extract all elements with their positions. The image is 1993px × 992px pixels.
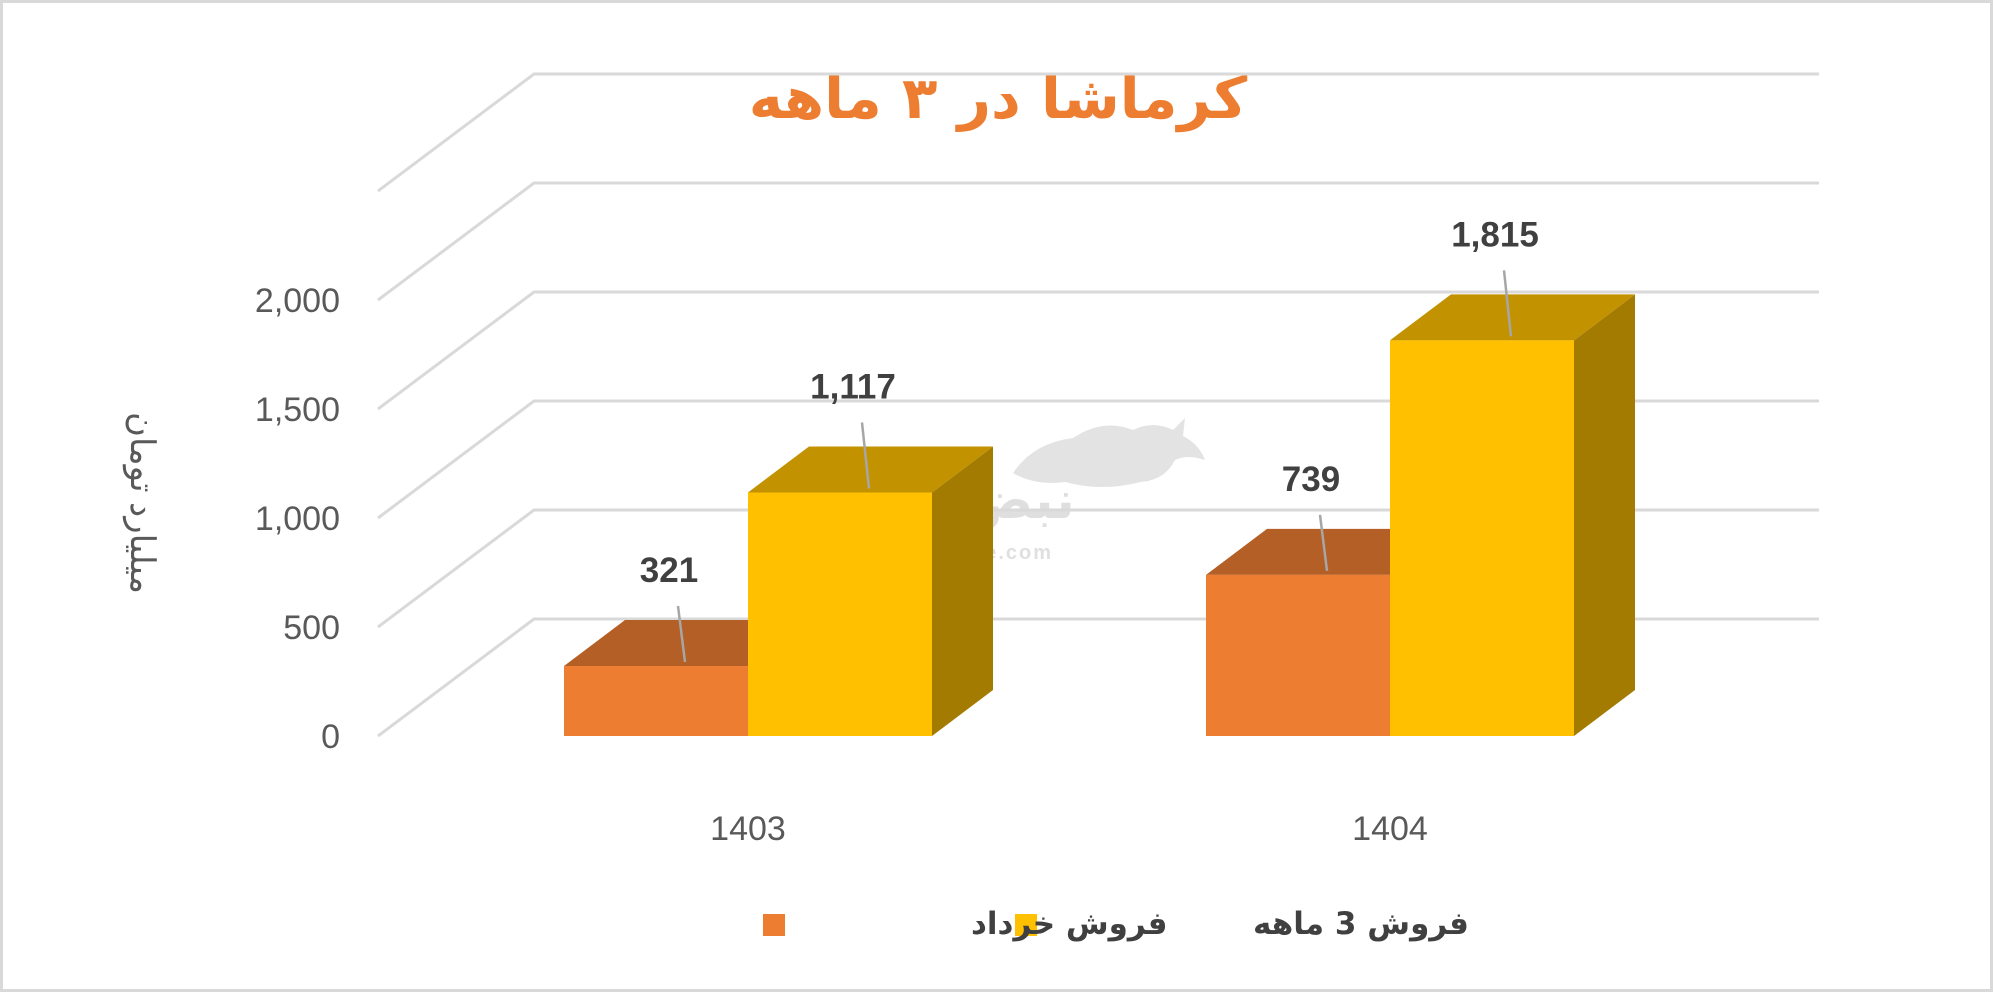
legend-label-series-1: فروش 3 ماهه	[1253, 906, 1469, 942]
data-label-leader	[860, 422, 871, 489]
y-tick-label: 2,000	[255, 282, 340, 320]
grid-line	[377, 290, 1819, 411]
x-axis-ticks: 1403 1404	[710, 810, 1428, 848]
data-label-leader	[1502, 270, 1513, 337]
grid-line	[377, 181, 1819, 302]
bar-top-face	[1390, 294, 1635, 341]
bar-front-face	[1206, 574, 1390, 736]
data-label: 321	[640, 551, 698, 590]
legend-swatch-series-1	[1015, 914, 1037, 936]
y-tick-label: 1,500	[255, 391, 340, 429]
legend-label-series-0: فروش خرداد	[971, 906, 1168, 942]
legend: فروش 3 ماهه فروش خرداد	[763, 906, 1469, 942]
data-label-leader	[676, 605, 687, 663]
y-axis-ticks: 0 500 1,000 1,500 2,000	[255, 282, 340, 756]
bar-top-face	[1206, 528, 1451, 575]
data-label: 1,117	[810, 367, 896, 406]
bar-side-face	[1574, 294, 1635, 736]
y-tick-label: 1,000	[255, 500, 340, 538]
data-label: 739	[1282, 460, 1340, 499]
chart-svg: کرماشا در ۳ ماهه میلیارد تومان نبض بورس …	[122, 64, 1819, 942]
bars	[564, 294, 1635, 736]
bar	[1390, 294, 1635, 736]
data-label-leader	[1318, 514, 1329, 572]
bar-side-face	[932, 446, 993, 736]
bull-icon	[1013, 418, 1205, 487]
x-tick-label: 1404	[1352, 810, 1428, 848]
x-tick-label: 1403	[710, 810, 786, 848]
data-labels: 321 1,117 739 1,815	[640, 215, 1539, 663]
y-axis-label: میلیارد تومان	[122, 412, 161, 594]
bar-top-face	[564, 620, 809, 667]
legend-swatch-series-0	[763, 914, 785, 936]
bar-top-face	[748, 446, 993, 493]
bar-front-face	[564, 666, 748, 736]
bar-front-face	[748, 492, 932, 736]
bar	[748, 446, 993, 736]
y-tick-label: 500	[283, 609, 340, 647]
y-tick-label: 0	[321, 718, 340, 756]
bar-front-face	[1390, 340, 1574, 736]
data-label: 1,815	[1451, 215, 1539, 254]
grid-line	[377, 72, 1819, 193]
